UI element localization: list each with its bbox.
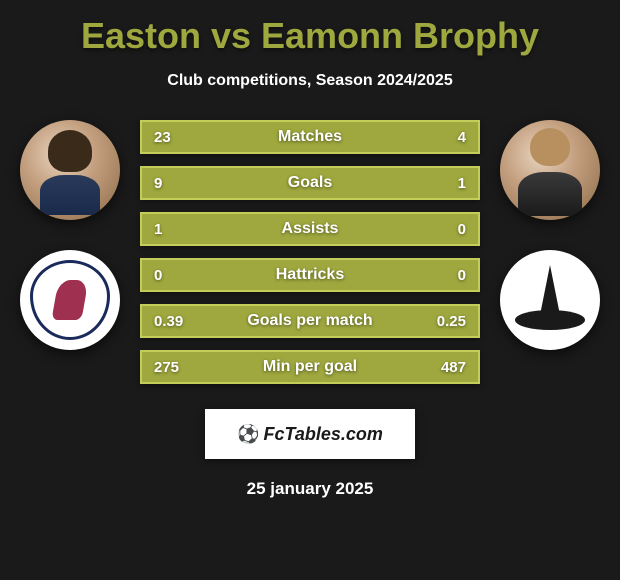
right-column: FALKIRK: [500, 120, 600, 350]
stat-label: Goals per match: [247, 312, 372, 330]
stat-label: Hattricks: [276, 266, 344, 284]
stat-bar-min-per-goal: 275 Min per goal 487: [140, 350, 480, 384]
stat-label: Assists: [282, 220, 339, 238]
source-logo-text: FcTables.com: [264, 424, 383, 445]
stat-left-value: 275: [154, 359, 179, 376]
source-logo-box: ⚽ FcTables.com: [205, 409, 415, 459]
stat-right-value: 487: [441, 359, 466, 376]
left-column: [20, 120, 120, 350]
stat-bar-matches: 23 Matches 4: [140, 120, 480, 154]
club-1-emblem: [30, 260, 110, 340]
stat-left-value: 9: [154, 175, 162, 192]
stat-bar-hattricks: 0 Hattricks 0: [140, 258, 480, 292]
stat-bar-goals: 9 Goals 1: [140, 166, 480, 200]
stat-left-value: 0: [154, 267, 162, 284]
club-2-emblem: FALKIRK: [510, 260, 590, 340]
stat-left-value: 1: [154, 221, 162, 238]
stat-right-value: 0: [458, 221, 466, 238]
stat-left-value: 23: [154, 129, 171, 146]
stats-column: 23 Matches 4 9 Goals 1 1 Assists 0 0 Hat…: [120, 120, 500, 384]
stat-bar-goals-per-match: 0.39 Goals per match 0.25: [140, 304, 480, 338]
stat-label: Matches: [278, 128, 342, 146]
soccer-ball-icon: ⚽: [237, 424, 259, 445]
stat-label: Min per goal: [263, 358, 357, 376]
page-title: Easton vs Eamonn Brophy: [10, 15, 610, 57]
stat-right-value: 4: [458, 129, 466, 146]
club-2-badge: FALKIRK: [500, 250, 600, 350]
player-1-avatar: [20, 120, 120, 220]
stat-bar-assists: 1 Assists 0: [140, 212, 480, 246]
stat-right-value: 0.25: [437, 313, 466, 330]
main-content: 23 Matches 4 9 Goals 1 1 Assists 0 0 Hat…: [10, 120, 610, 384]
source-logo: ⚽ FcTables.com: [237, 424, 383, 445]
stat-right-value: 0: [458, 267, 466, 284]
stat-label: Goals: [288, 174, 332, 192]
club-1-badge: [20, 250, 120, 350]
infographic-container: Easton vs Eamonn Brophy Club competition…: [0, 0, 620, 580]
subtitle: Club competitions, Season 2024/2025: [10, 72, 610, 90]
club-2-name: FALKIRK: [510, 313, 590, 322]
player-2-avatar: [500, 120, 600, 220]
stat-left-value: 0.39: [154, 313, 183, 330]
date-text: 25 january 2025: [10, 479, 610, 499]
stat-right-value: 1: [458, 175, 466, 192]
